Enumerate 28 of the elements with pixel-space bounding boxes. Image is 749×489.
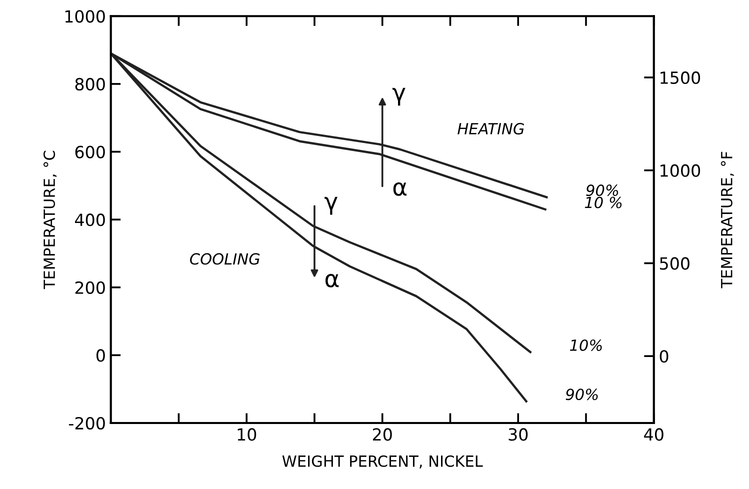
y2-tick-label: 1000 [660,164,700,177]
annotation: COOLING [190,253,260,265]
y2-tick-label: 1500 [660,71,700,84]
y-tick-label: 1000 [65,10,105,23]
x-tick-label: 30 [508,428,528,441]
y-tick-label: 400 [74,214,105,226]
annotation: α [326,274,339,288]
y-tick-label: 800 [75,78,105,91]
y-axis-title: TEMPERATURE, °C [44,150,57,290]
y-tick-label: 0 [96,349,105,362]
text: 10 % [584,196,622,208]
y2-tick-label: 0 [660,350,668,363]
y-tick-label: -200 [68,416,105,430]
annotation: HEATING [458,122,524,134]
y-tick-label: 600 [75,146,105,158]
text: 10% [570,339,602,352]
y2-tick-label: 500 [660,257,690,270]
x-tick-label: 40 [644,428,664,441]
annotation: α [393,182,407,196]
x-axis-title: WEIGHT PERCENT, NICKEL [282,455,483,468]
annotation: γ [392,88,406,106]
text: 90% [566,388,598,400]
x-tick-label: 10 [238,428,256,441]
text: 90% [586,184,618,196]
y2-axis-title: TEMPERATURE, °F [720,152,734,288]
x-tick-label: 20 [372,428,392,441]
y-tick-label: 200 [75,281,105,294]
annotation: γ [324,196,338,215]
